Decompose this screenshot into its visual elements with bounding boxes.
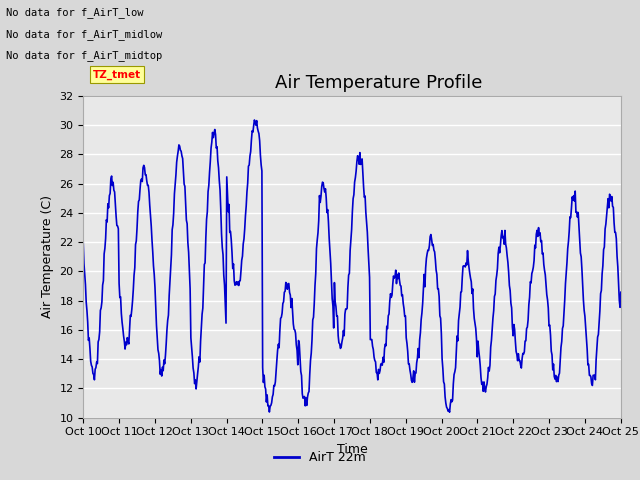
Text: No data for f_AirT_low: No data for f_AirT_low bbox=[6, 7, 144, 18]
Y-axis label: Air Temperature (C): Air Temperature (C) bbox=[41, 195, 54, 318]
Text: No data for f_AirT_midlow: No data for f_AirT_midlow bbox=[6, 29, 163, 40]
Title: Air Temperature Profile: Air Temperature Profile bbox=[275, 73, 483, 92]
Legend: AirT 22m: AirT 22m bbox=[269, 446, 371, 469]
X-axis label: Time: Time bbox=[337, 443, 367, 456]
Text: TZ_tmet: TZ_tmet bbox=[93, 69, 141, 80]
Text: No data for f_AirT_midtop: No data for f_AirT_midtop bbox=[6, 50, 163, 61]
